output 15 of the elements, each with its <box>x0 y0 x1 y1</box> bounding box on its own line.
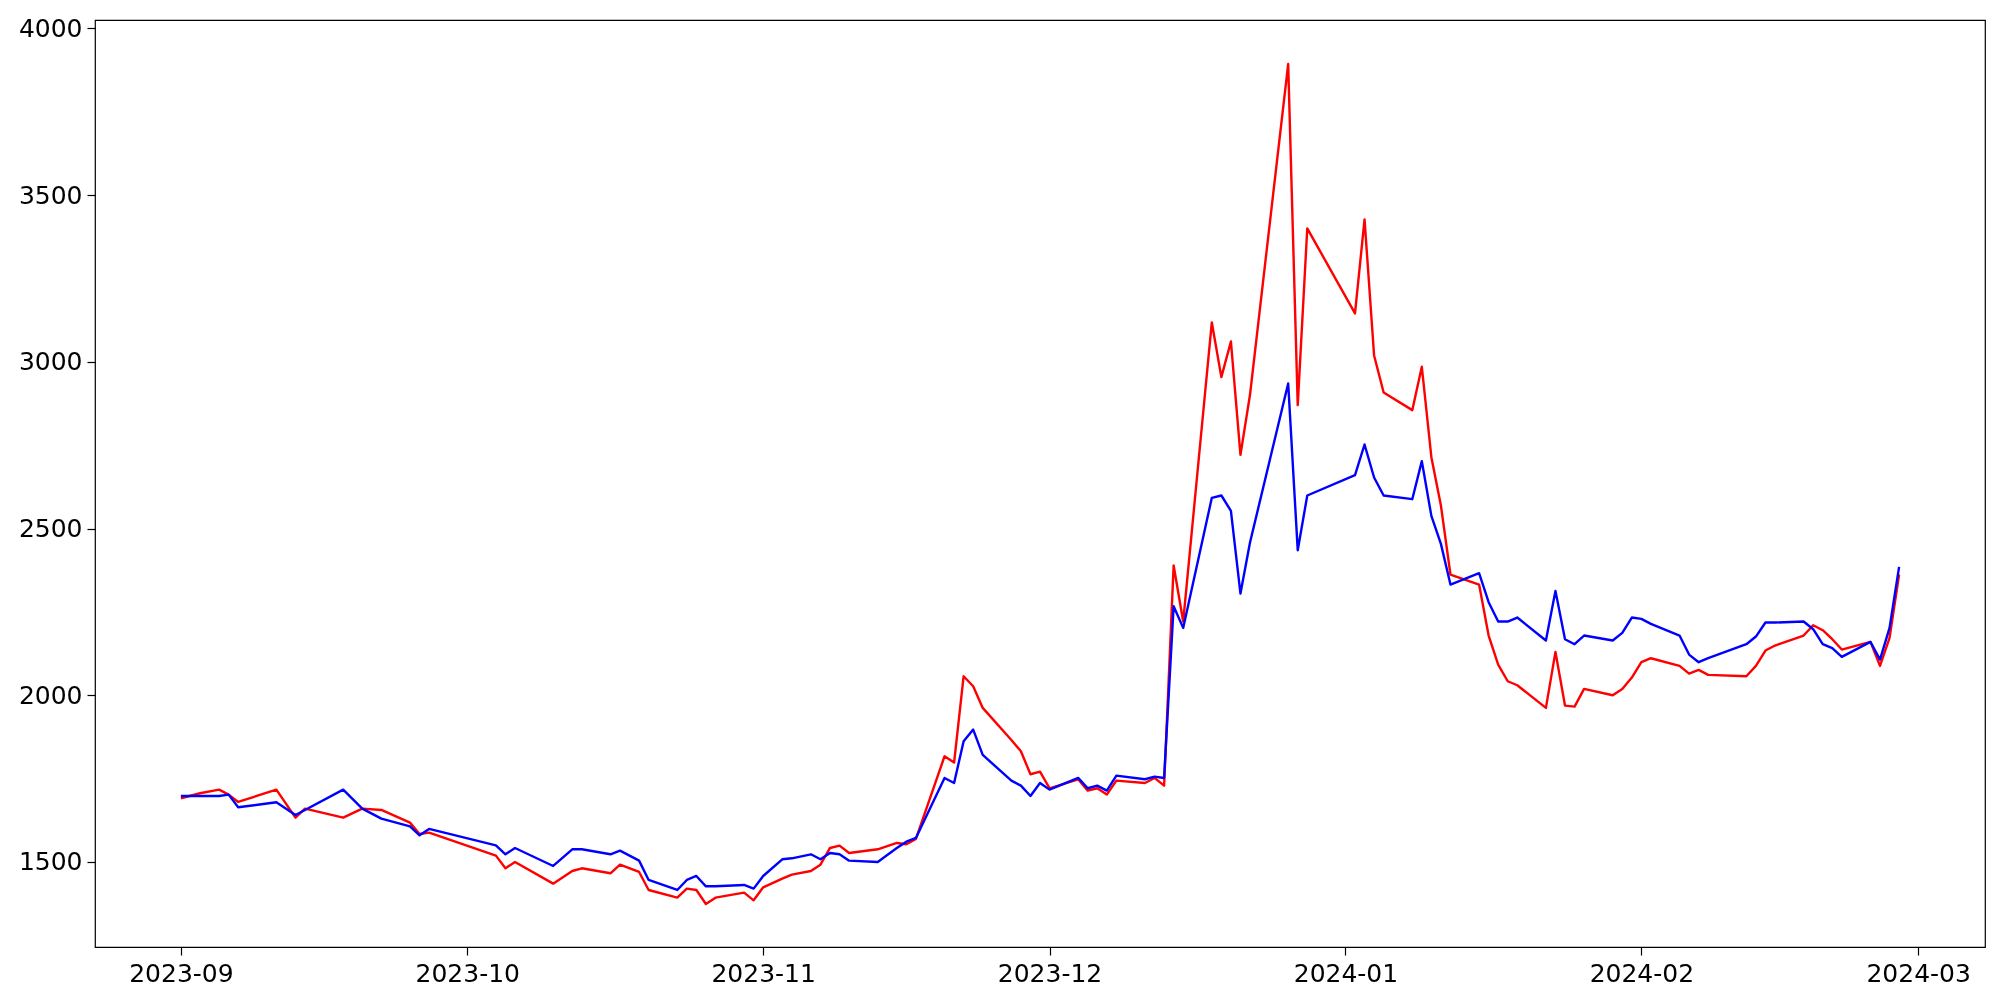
line-series <box>179 382 1901 892</box>
y-tick-label: 4000 <box>18 13 83 43</box>
y-tick-label: 2500 <box>18 514 83 544</box>
y-tick-label: 1500 <box>18 847 83 877</box>
line-series <box>179 62 1901 906</box>
x-tick-label: 2023-12 <box>997 958 1103 988</box>
x-tick-label: 2024-01 <box>1293 958 1399 988</box>
y-tick-label: 3000 <box>18 347 83 377</box>
x-tick-label: 2023-09 <box>129 958 234 988</box>
x-tick-label: 2024-02 <box>1589 958 1695 988</box>
x-tick-label: 2024-03 <box>1866 958 1971 988</box>
y-tick-label: 2000 <box>18 680 83 710</box>
y-tick-label: 3500 <box>18 180 83 210</box>
x-tick-label: 2023-10 <box>415 958 521 988</box>
x-tick-label: 2023-11 <box>711 958 816 988</box>
